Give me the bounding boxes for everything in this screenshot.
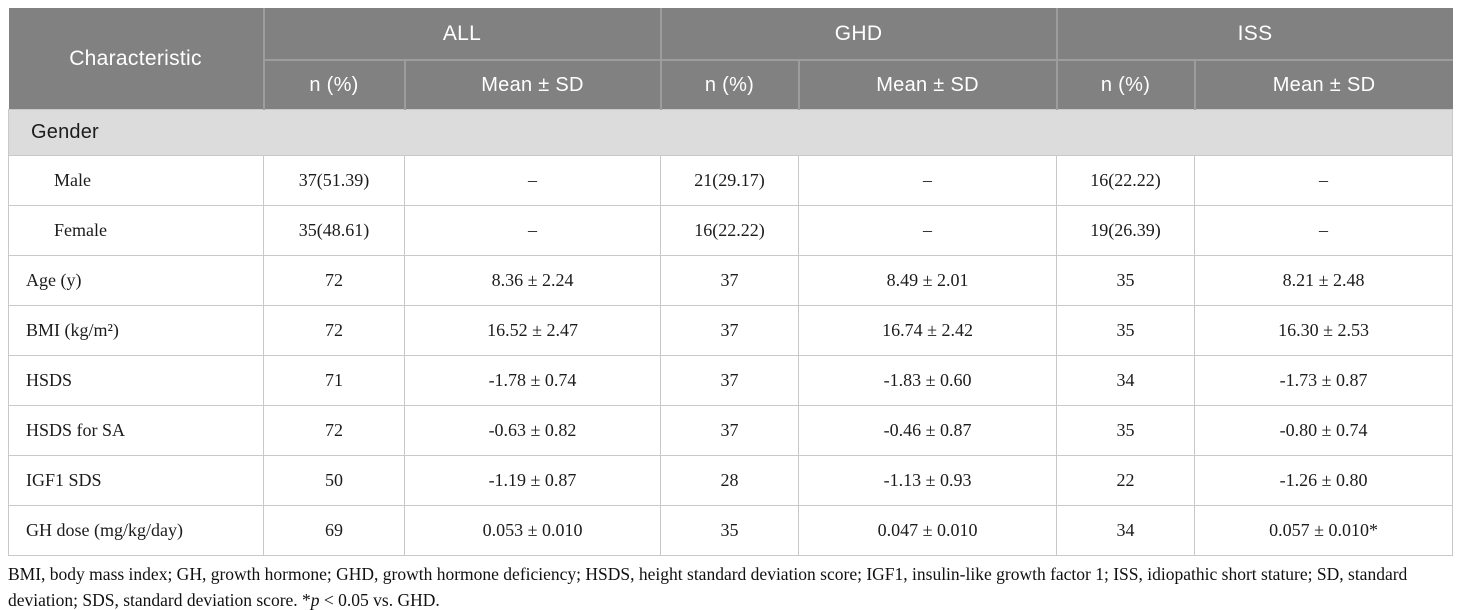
cell-iss-n: 16(22.22) (1056, 155, 1196, 206)
cell-ghd-mean: – (798, 155, 1058, 206)
cell-iss-mean: 16.30 ± 2.53 (1194, 305, 1454, 356)
table-row-age: Age (y) 72 8.36 ± 2.24 37 8.49 ± 2.01 35… (8, 255, 1454, 306)
cell-iss-n: 22 (1056, 455, 1196, 506)
footnote-significance-p: p (310, 590, 320, 610)
cell-ghd-n: 37 (660, 355, 800, 406)
cell-ghd-n: 37 (660, 305, 800, 356)
header-ghd-n: n (%) (659, 59, 800, 110)
cell-ghd-mean: 0.047 ± 0.010 (798, 505, 1058, 556)
cell-iss-n: 34 (1056, 355, 1196, 406)
cell-all-n: 35(48.61) (263, 205, 405, 256)
table-row-female: Female 35(48.61) – 16(22.22) – 19(26.39)… (8, 205, 1454, 256)
header-group-all: ALL (262, 8, 662, 61)
table-row-hsds-sa: HSDS for SA 72 -0.63 ± 0.82 37 -0.46 ± 0… (8, 405, 1454, 456)
footnote-significance-rest: < 0.05 vs. GHD. (319, 590, 440, 610)
cell-iss-mean: 0.057 ± 0.010* (1194, 505, 1454, 556)
cell-iss-n: 35 (1056, 305, 1196, 356)
cell-all-n: 37(51.39) (263, 155, 405, 206)
cell-iss-mean: – (1194, 155, 1454, 206)
cell-ghd-n: 35 (660, 505, 800, 556)
header-all-n: n (%) (262, 59, 406, 110)
cell-all-mean: – (403, 205, 662, 256)
section-label: Gender (7, 109, 1454, 156)
header-group-iss: ISS (1055, 8, 1453, 61)
cell-all-n: 69 (263, 505, 405, 556)
header-sub-row: n (%) Mean ± SD n (%) Mean ± SD n (%) Me… (9, 59, 1453, 110)
cell-iss-mean: -0.80 ± 0.74 (1194, 405, 1454, 456)
cell-all-mean: -0.63 ± 0.82 (403, 405, 662, 456)
cell-iss-mean: -1.73 ± 0.87 (1194, 355, 1454, 406)
cell-iss-mean: -1.26 ± 0.80 (1194, 455, 1454, 506)
cell-iss-n: 19(26.39) (1056, 205, 1196, 256)
header-group-ghd: GHD (659, 8, 1058, 61)
row-label: HSDS for SA (8, 405, 264, 456)
row-label: BMI (kg/m²) (8, 305, 264, 356)
table-row-gh-dose: GH dose (mg/kg/day) 69 0.053 ± 0.010 35 … (8, 505, 1454, 556)
cell-ghd-mean: -0.46 ± 0.87 (798, 405, 1058, 456)
characteristics-table: Characteristic ALL GHD ISS n (%) Mean ± … (7, 8, 1454, 556)
cell-iss-n: 35 (1056, 255, 1196, 306)
row-label: IGF1 SDS (8, 455, 264, 506)
cell-all-mean: -1.78 ± 0.74 (403, 355, 662, 406)
cell-iss-n: 34 (1056, 505, 1196, 556)
header-characteristic: Characteristic (8, 8, 265, 110)
cell-all-n: 71 (263, 355, 405, 406)
cell-ghd-mean: 8.49 ± 2.01 (798, 255, 1058, 306)
table-row-hsds: HSDS 71 -1.78 ± 0.74 37 -1.83 ± 0.60 34 … (8, 355, 1454, 406)
cell-ghd-mean: 16.74 ± 2.42 (798, 305, 1058, 356)
cell-all-mean: 16.52 ± 2.47 (403, 305, 662, 356)
cell-iss-mean: 8.21 ± 2.48 (1194, 255, 1454, 306)
cell-all-n: 72 (263, 255, 405, 306)
row-label: Age (y) (8, 255, 264, 306)
row-label: Female (8, 205, 264, 256)
cell-ghd-n: 21(29.17) (660, 155, 800, 206)
header-iss-mean: Mean ± SD (1193, 59, 1453, 110)
header-group-row: Characteristic ALL GHD ISS (8, 8, 1453, 110)
cell-all-mean: -1.19 ± 0.87 (403, 455, 662, 506)
table-row-male: Male 37(51.39) – 21(29.17) – 16(22.22) – (8, 155, 1454, 206)
cell-all-n: 50 (263, 455, 405, 506)
table-header: Characteristic ALL GHD ISS n (%) Mean ± … (8, 8, 1453, 110)
cell-all-n: 72 (263, 405, 405, 456)
cell-iss-n: 35 (1056, 405, 1196, 456)
cell-all-mean: – (403, 155, 662, 206)
table-footnote: BMI, body mass index; GH, growth hormone… (8, 561, 1452, 610)
cell-iss-mean: – (1194, 205, 1454, 256)
row-label: Male (8, 155, 264, 206)
header-iss-n: n (%) (1055, 59, 1196, 110)
header-ghd-mean: Mean ± SD (797, 59, 1058, 110)
row-label: GH dose (mg/kg/day) (8, 505, 264, 556)
cell-ghd-mean: -1.13 ± 0.93 (798, 455, 1058, 506)
header-all-mean: Mean ± SD (403, 59, 662, 110)
cell-ghd-n: 37 (660, 405, 800, 456)
footnote-significance-star: * (302, 590, 311, 610)
cell-all-mean: 0.053 ± 0.010 (403, 505, 662, 556)
table-row-igf1-sds: IGF1 SDS 50 -1.19 ± 0.87 28 -1.13 ± 0.93… (8, 455, 1454, 506)
cell-all-mean: 8.36 ± 2.24 (403, 255, 662, 306)
cell-ghd-n: 37 (660, 255, 800, 306)
cell-all-n: 72 (263, 305, 405, 356)
section-row-gender: Gender (7, 109, 1454, 156)
table-row-bmi: BMI (kg/m²) 72 16.52 ± 2.47 37 16.74 ± 2… (8, 305, 1454, 356)
cell-ghd-n: 28 (660, 455, 800, 506)
row-label: HSDS (8, 355, 264, 406)
footnote-abbreviations: BMI, body mass index; GH, growth hormone… (8, 564, 1408, 610)
cell-ghd-mean: -1.83 ± 0.60 (798, 355, 1058, 406)
cell-ghd-n: 16(22.22) (660, 205, 800, 256)
table-body: Gender Male 37(51.39) – 21(29.17) – 16(2… (7, 109, 1454, 556)
cell-ghd-mean: – (798, 205, 1058, 256)
